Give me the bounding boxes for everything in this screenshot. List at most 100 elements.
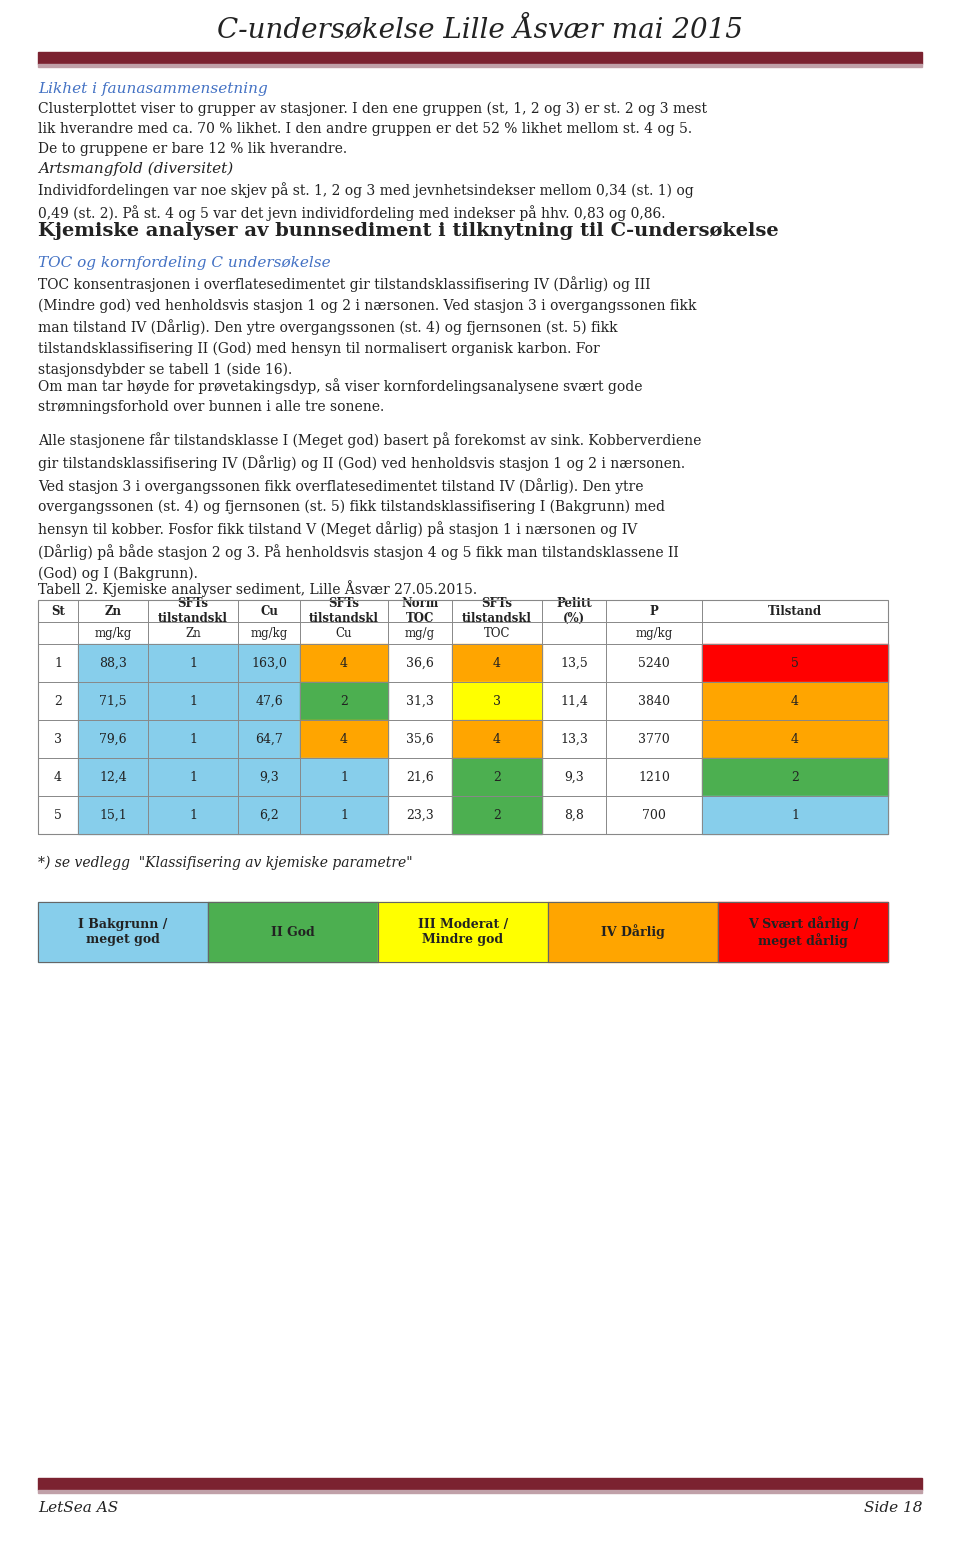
Text: 4: 4 bbox=[340, 732, 348, 745]
Text: *) se vedlegg  "Klassifisering av kjemiske parametre": *) se vedlegg "Klassifisering av kjemisk… bbox=[38, 855, 413, 871]
Text: 2: 2 bbox=[340, 695, 348, 707]
Bar bbox=[148, 682, 238, 720]
Bar bbox=[78, 682, 148, 720]
Text: 3: 3 bbox=[493, 695, 501, 707]
Text: 31,3: 31,3 bbox=[406, 695, 434, 707]
Bar bbox=[238, 796, 300, 834]
Text: 35,6: 35,6 bbox=[406, 732, 434, 745]
Bar bbox=[452, 720, 542, 759]
Text: 9,3: 9,3 bbox=[259, 771, 278, 784]
Text: 2: 2 bbox=[791, 771, 799, 784]
Bar bbox=[38, 902, 208, 961]
Bar bbox=[702, 759, 888, 796]
Text: 8,8: 8,8 bbox=[564, 809, 584, 821]
Text: Likhet i faunasammensetning: Likhet i faunasammensetning bbox=[38, 83, 268, 97]
Bar bbox=[452, 643, 542, 682]
Bar bbox=[238, 759, 300, 796]
Bar bbox=[148, 796, 238, 834]
Text: 13,3: 13,3 bbox=[560, 732, 588, 745]
Bar bbox=[300, 682, 388, 720]
Text: 21,6: 21,6 bbox=[406, 771, 434, 784]
Text: mg/g: mg/g bbox=[405, 626, 435, 639]
Bar bbox=[548, 902, 718, 961]
Text: SFTs
tilstandskl: SFTs tilstandskl bbox=[462, 597, 532, 625]
Text: mg/kg: mg/kg bbox=[636, 626, 673, 639]
Bar bbox=[78, 720, 148, 759]
Text: TOC og kornfordeling C undersøkelse: TOC og kornfordeling C undersøkelse bbox=[38, 256, 330, 270]
Text: Zn: Zn bbox=[105, 605, 122, 617]
Text: 1: 1 bbox=[189, 695, 197, 707]
Text: I Bakgrunn /
meget god: I Bakgrunn / meget god bbox=[79, 918, 168, 946]
Text: 1: 1 bbox=[189, 809, 197, 821]
Text: 2: 2 bbox=[493, 771, 501, 784]
Text: Side 18: Side 18 bbox=[863, 1500, 922, 1514]
Text: 1: 1 bbox=[54, 656, 62, 670]
Text: 47,6: 47,6 bbox=[255, 695, 283, 707]
Bar bbox=[300, 759, 388, 796]
Bar bbox=[38, 1479, 922, 1489]
Text: LetSea AS: LetSea AS bbox=[38, 1500, 118, 1514]
Bar bbox=[38, 51, 922, 64]
Text: Cu: Cu bbox=[260, 605, 278, 617]
Text: Norm
TOC: Norm TOC bbox=[401, 597, 439, 625]
Text: Artsmangfold (diversitet): Artsmangfold (diversitet) bbox=[38, 162, 233, 176]
Text: Alle stasjonene får tilstandsklasse I (Meget god) basert på forekomst av sink. K: Alle stasjonene får tilstandsklasse I (M… bbox=[38, 432, 702, 581]
Text: mg/kg: mg/kg bbox=[94, 626, 132, 639]
Text: 6,2: 6,2 bbox=[259, 809, 278, 821]
Text: 11,4: 11,4 bbox=[560, 695, 588, 707]
Text: 3840: 3840 bbox=[638, 695, 670, 707]
Bar bbox=[148, 720, 238, 759]
Bar bbox=[452, 682, 542, 720]
Bar bbox=[148, 759, 238, 796]
Bar bbox=[378, 902, 548, 961]
Text: St: St bbox=[51, 605, 65, 617]
Bar bbox=[702, 643, 888, 682]
Bar bbox=[452, 759, 542, 796]
Text: Om man tar høyde for prøvetakingsdyp, så viser kornfordelingsanalysene svært god: Om man tar høyde for prøvetakingsdyp, så… bbox=[38, 379, 642, 414]
Text: Zn: Zn bbox=[185, 626, 201, 639]
Text: III Moderat /
Mindre god: III Moderat / Mindre god bbox=[418, 918, 508, 946]
Text: 3: 3 bbox=[54, 732, 62, 745]
Text: II God: II God bbox=[271, 925, 315, 938]
Text: 5: 5 bbox=[791, 656, 799, 670]
Bar bbox=[78, 643, 148, 682]
Text: Pelitt
(%): Pelitt (%) bbox=[556, 597, 592, 625]
Text: mg/kg: mg/kg bbox=[251, 626, 288, 639]
Bar bbox=[38, 600, 888, 834]
Text: 4: 4 bbox=[340, 656, 348, 670]
Bar bbox=[238, 682, 300, 720]
Bar bbox=[378, 902, 548, 961]
Text: 4: 4 bbox=[791, 695, 799, 707]
Text: 1: 1 bbox=[189, 656, 197, 670]
Text: 88,3: 88,3 bbox=[99, 656, 127, 670]
Bar bbox=[148, 643, 238, 682]
Text: 13,5: 13,5 bbox=[560, 656, 588, 670]
Text: 12,4: 12,4 bbox=[99, 771, 127, 784]
Text: 2: 2 bbox=[493, 809, 501, 821]
Text: TOC konsentrasjonen i overflatesedimentet gir tilstandsklassifisering IV (Dårlig: TOC konsentrasjonen i overflatesedimente… bbox=[38, 276, 697, 377]
Text: 36,6: 36,6 bbox=[406, 656, 434, 670]
Text: Cu: Cu bbox=[336, 626, 352, 639]
Text: 3770: 3770 bbox=[638, 732, 670, 745]
Bar bbox=[452, 796, 542, 834]
Text: Kjemiske analyser av bunnsediment i tilknytning til C-undersøkelse: Kjemiske analyser av bunnsediment i tilk… bbox=[38, 221, 779, 240]
Text: 1: 1 bbox=[340, 809, 348, 821]
Text: SFTs
tilstandskl: SFTs tilstandskl bbox=[158, 597, 228, 625]
Text: IV Dårlig: IV Dårlig bbox=[601, 924, 665, 939]
Text: 700: 700 bbox=[642, 809, 666, 821]
Bar bbox=[238, 643, 300, 682]
Bar bbox=[702, 720, 888, 759]
Bar bbox=[38, 902, 208, 961]
Text: 5240: 5240 bbox=[638, 656, 670, 670]
Bar bbox=[702, 682, 888, 720]
Text: P: P bbox=[650, 605, 659, 617]
Text: V Svært dårlig /
meget dårlig: V Svært dårlig / meget dårlig bbox=[748, 916, 858, 949]
Text: 64,7: 64,7 bbox=[255, 732, 283, 745]
Bar bbox=[38, 1489, 922, 1493]
Text: 71,5: 71,5 bbox=[99, 695, 127, 707]
Text: Tilstand: Tilstand bbox=[768, 605, 822, 617]
Text: C-undersøkelse Lille Åsvær mai 2015: C-undersøkelse Lille Åsvær mai 2015 bbox=[217, 17, 743, 44]
Bar bbox=[300, 720, 388, 759]
Bar bbox=[208, 902, 378, 961]
Text: 23,3: 23,3 bbox=[406, 809, 434, 821]
